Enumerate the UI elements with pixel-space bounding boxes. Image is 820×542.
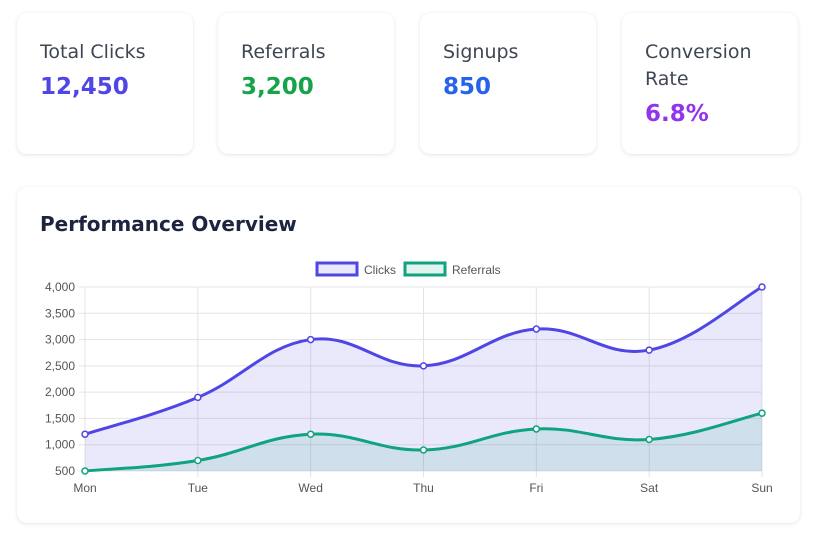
legend-swatch-clicks	[315, 261, 359, 277]
performance-chart-card: Performance Overview 500 1,000 1,500 2,000 2…	[17, 187, 800, 523]
y-tick-label: 2,000	[45, 385, 75, 399]
data-point-referrals	[645, 435, 653, 444]
x-tick-label: Tue	[188, 481, 209, 495]
y-tick-label: 3,000	[45, 333, 75, 347]
legend-label-clicks: Clicks	[364, 263, 396, 277]
x-tick-label: Fri	[529, 481, 543, 495]
stat-value: 3,200	[241, 74, 314, 100]
data-point-clicks	[758, 283, 766, 291]
stat-label: Conversion Rate	[645, 41, 752, 90]
y-tick-label: 1,500	[45, 411, 75, 425]
x-tick-label: Thu	[413, 481, 434, 495]
data-point-clicks	[81, 430, 89, 438]
stat-value: 12,450	[40, 74, 129, 100]
data-point-clicks	[194, 393, 202, 402]
stat-label: Signups	[443, 41, 519, 63]
stat-card-signups: Signups 850	[420, 13, 596, 154]
series-area-referrals	[85, 413, 762, 471]
data-point-clicks	[532, 325, 541, 333]
x-tick-label: Mon	[73, 481, 96, 495]
stat-label: Total Clicks	[40, 41, 146, 63]
stat-label: Referrals	[241, 41, 326, 63]
chart-title: Performance Overview	[40, 212, 297, 236]
stat-value: 850	[443, 74, 492, 100]
data-point-referrals	[758, 409, 766, 417]
y-tick-label: 3,500	[45, 306, 75, 320]
series-area-clicks	[85, 287, 762, 471]
data-point-referrals	[419, 446, 428, 454]
legend-swatch-referrals	[403, 261, 447, 277]
stat-card-conversion-rate: Conversion Rate 6.8%	[622, 13, 798, 154]
data-point-clicks	[419, 362, 428, 370]
x-tick-label: Sun	[751, 481, 772, 495]
data-point-clicks	[306, 335, 315, 344]
y-tick-label: 1,000	[45, 438, 75, 452]
stat-card-referrals: Referrals 3,200	[218, 13, 394, 154]
y-tick-label: 4,000	[45, 280, 75, 294]
legend-label-referrals: Referrals	[452, 263, 501, 277]
x-tick-label: Sat	[640, 481, 659, 495]
stat-value: 6.8%	[645, 101, 709, 127]
data-point-clicks	[645, 346, 653, 354]
data-point-referrals	[532, 425, 541, 433]
y-tick-label: 2,500	[45, 359, 75, 373]
performance-line-chart: 500 1,000 1,500 2,000 2,500 3,000 3,500 4,000 Mo…	[45, 261, 773, 495]
stat-card-total-clicks: Total Clicks 12,450	[17, 13, 193, 154]
y-tick-label: 500	[55, 464, 75, 478]
data-point-referrals	[81, 467, 89, 475]
x-tick-label: Wed	[298, 481, 322, 495]
data-point-referrals	[306, 430, 315, 438]
data-point-referrals	[194, 456, 202, 465]
